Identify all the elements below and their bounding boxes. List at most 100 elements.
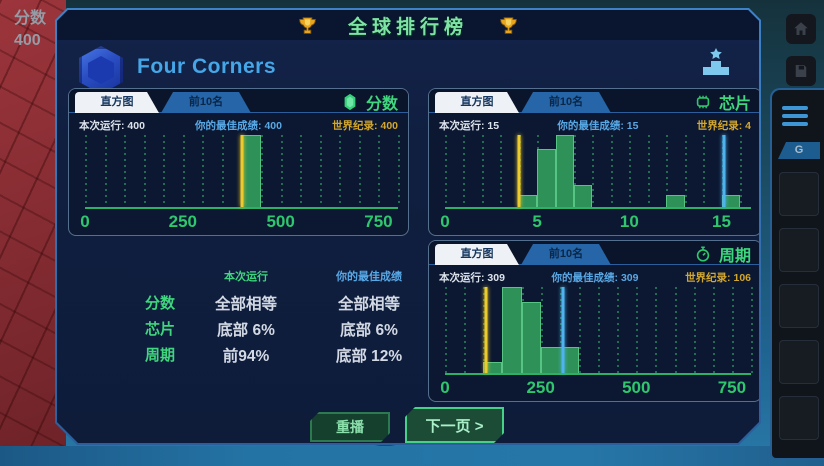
histogram-bar — [555, 135, 575, 207]
home-icon — [794, 22, 808, 35]
chart-gridline — [445, 287, 447, 373]
component-slot[interactable] — [779, 228, 819, 272]
cycle-metric-label: 周期 — [718, 248, 751, 265]
row-run-value: 底部 6% — [217, 322, 275, 339]
save-button[interactable] — [786, 56, 816, 86]
chart-gridline — [610, 135, 613, 207]
level-row: Four Corners — [77, 46, 739, 94]
chart-gridline — [463, 135, 466, 207]
menu-icon[interactable] — [782, 106, 808, 126]
summary-header-row: 本次运行 你的最佳成绩 — [105, 268, 415, 284]
percentile-summary: 本次运行 你的最佳成绩 分数 全部相等 全部相等 芯片 底部 6% 底部 6% … — [105, 268, 415, 370]
dialog-title: 全球排行榜 — [347, 16, 468, 38]
chart-gridline — [540, 287, 543, 373]
component-slot[interactable] — [779, 172, 819, 216]
score-stats: 本次运行: 400 你的最佳成绩: 400 世界纪录: 400 — [79, 118, 398, 133]
world-record-marker — [517, 135, 521, 207]
chart-gridline — [221, 135, 224, 207]
chart-gridline — [617, 287, 620, 373]
score-metric: 分数 — [341, 90, 398, 114]
chart-gridline — [559, 287, 562, 373]
chips-panel-header: 直方图 前10名 芯片 — [429, 89, 759, 113]
axis-tick-label: 250 — [168, 212, 197, 231]
axis-tick-label: 250 — [526, 378, 555, 397]
tab-top10[interactable]: 前10名 — [521, 244, 611, 265]
chart-gridline — [739, 135, 742, 207]
score-axis-ticks: 0 250 500 750 — [80, 211, 398, 235]
best-stat: 你的最佳成绩: 400 — [195, 120, 282, 132]
tab-top10[interactable]: 前10名 — [521, 92, 611, 113]
podium-star-icon — [703, 48, 729, 75]
dialog-header: 全球排行榜 — [57, 10, 759, 40]
gem-icon — [344, 93, 356, 111]
tab-histogram[interactable]: 直方图 — [435, 244, 519, 265]
histogram-bar — [721, 194, 740, 207]
next-page-button[interactable]: 下一页 > — [405, 407, 504, 443]
chart-gridline — [578, 287, 581, 373]
row-label: 芯片 — [144, 321, 175, 338]
home-button[interactable] — [786, 14, 816, 44]
hexagon-level-icon — [79, 46, 123, 94]
summary-col-run: 本次运行 — [224, 271, 268, 283]
histogram-bar — [540, 347, 579, 373]
axis-tick-label: 750 — [717, 378, 747, 397]
chart-gridline — [712, 287, 715, 373]
leaderboard-dialog-body: 全球排行榜 Four Corners 直方图 前10名 分数 本次运行: 400 — [57, 10, 759, 443]
chart-gridline — [629, 135, 632, 207]
chart-gridline — [655, 287, 658, 373]
component-slot[interactable] — [779, 340, 819, 384]
summary-row-score: 分数 全部相等 全部相等 — [105, 292, 415, 314]
tab-histogram[interactable]: 直方图 — [435, 92, 519, 113]
chart-gridline — [693, 287, 696, 373]
chart-gridline — [647, 135, 650, 207]
cycle-panel-header: 直方图 前10名 周期 — [429, 241, 759, 266]
best-stat: 你的最佳成绩: 309 — [551, 272, 639, 284]
chart-gridline — [674, 287, 677, 373]
score-panel-header: 直方图 前10名 分数 — [69, 89, 408, 113]
row-label: 周期 — [144, 347, 175, 364]
sidebar-tab-g[interactable]: G — [778, 142, 820, 159]
axis-tick-label: 0 — [440, 378, 450, 397]
chart-gridline — [598, 287, 600, 373]
level-name: Four Corners — [137, 55, 277, 78]
chart-gridline — [358, 135, 361, 207]
trophy-icon — [500, 16, 517, 34]
record-stat: 世界纪录: 400 — [332, 120, 398, 132]
tab-histogram[interactable]: 直方图 — [75, 92, 159, 113]
cycle-axis-ticks: 0 250 500 750 — [440, 377, 751, 401]
chart-gridline — [721, 135, 724, 207]
chart-gridline — [636, 287, 639, 373]
component-slot[interactable] — [779, 396, 819, 440]
chart-gridline — [163, 135, 166, 207]
chips-histogram — [445, 135, 751, 209]
cycle-metric: 周期 — [694, 242, 751, 266]
cycle-stats: 本次运行: 309 你的最佳成绩: 309 世界纪录: 106 — [439, 270, 751, 285]
row-best-value: 底部 6% — [340, 322, 398, 339]
chart-gridline — [300, 135, 303, 207]
best-stat: 你的最佳成绩: 15 — [557, 120, 639, 132]
axis-tick-label: 0 — [440, 212, 450, 231]
chart-gridline — [339, 135, 342, 207]
histogram-bar — [502, 287, 522, 373]
summary-col-best: 你的最佳成绩 — [336, 271, 402, 283]
summary-row-chips: 芯片 底部 6% 底部 6% — [105, 318, 415, 340]
summary-row-cycle: 周期 前94% 底部 12% — [105, 344, 415, 366]
chart-gridline — [731, 287, 734, 373]
replay-button[interactable]: 重播 — [310, 412, 390, 442]
chart-gridline — [666, 135, 669, 207]
row-best-value: 底部 12% — [335, 348, 403, 365]
chip-icon — [696, 95, 710, 109]
tab-top10[interactable]: 前10名 — [161, 92, 251, 113]
record-stat: 世界纪录: 4 — [696, 120, 751, 132]
chart-gridline — [398, 135, 400, 207]
row-run-value: 前94% — [222, 348, 270, 365]
chart-gridline — [280, 135, 283, 207]
chart-gridline — [500, 135, 503, 207]
histogram-bar — [521, 302, 541, 373]
row-label: 分数 — [144, 295, 175, 312]
score-hud-label: 分数 — [14, 10, 47, 27]
run-stat: 本次运行: 309 — [439, 272, 505, 284]
component-slot[interactable] — [779, 284, 819, 328]
histogram-bar — [537, 149, 556, 207]
run-stat: 本次运行: 400 — [79, 120, 145, 132]
